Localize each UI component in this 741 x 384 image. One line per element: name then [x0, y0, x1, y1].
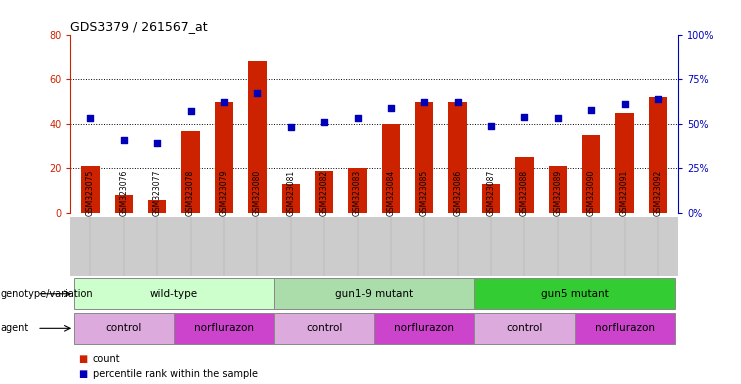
Text: genotype/variation: genotype/variation	[1, 289, 93, 299]
Bar	[282, 184, 300, 213]
Bar	[382, 124, 400, 213]
Text: percentile rank within the sample: percentile rank within the sample	[93, 369, 258, 379]
Point	[385, 105, 397, 111]
Point	[619, 101, 631, 107]
Point	[419, 99, 431, 106]
Bar	[574, 313, 674, 344]
Text: norflurazon: norflurazon	[394, 323, 454, 333]
Text: gun5 mutant: gun5 mutant	[541, 289, 608, 299]
Bar	[474, 278, 674, 310]
Text: GDS3379 / 261567_at: GDS3379 / 261567_at	[70, 20, 208, 33]
Point	[485, 122, 497, 129]
Text: ■: ■	[78, 369, 87, 379]
Bar	[374, 313, 474, 344]
Bar	[115, 195, 133, 213]
Bar	[274, 313, 374, 344]
Bar	[248, 61, 267, 213]
Bar	[482, 184, 500, 213]
Bar	[448, 101, 467, 213]
Text: control: control	[306, 323, 342, 333]
Text: agent: agent	[1, 323, 29, 333]
Bar	[415, 101, 433, 213]
Bar	[474, 313, 574, 344]
Point	[251, 90, 263, 96]
Point	[552, 116, 564, 122]
Bar	[274, 278, 474, 310]
Bar	[616, 113, 634, 213]
Text: count: count	[93, 354, 120, 364]
Bar	[348, 169, 367, 213]
Text: control: control	[106, 323, 142, 333]
Point	[351, 116, 363, 122]
Point	[118, 137, 130, 143]
Text: wild-type: wild-type	[150, 289, 198, 299]
Point	[519, 114, 531, 120]
Text: control: control	[506, 323, 542, 333]
Bar	[548, 166, 567, 213]
Bar	[182, 131, 200, 213]
Bar	[582, 135, 600, 213]
Bar	[74, 313, 174, 344]
Text: gun1-9 mutant: gun1-9 mutant	[335, 289, 413, 299]
Point	[585, 106, 597, 113]
Point	[84, 116, 96, 122]
Text: norflurazon: norflurazon	[194, 323, 254, 333]
Text: norflurazon: norflurazon	[594, 323, 654, 333]
Bar	[215, 101, 233, 213]
Bar	[515, 157, 534, 213]
Bar	[148, 200, 167, 213]
Text: ■: ■	[78, 354, 87, 364]
Bar	[82, 166, 99, 213]
Bar	[174, 313, 274, 344]
Point	[652, 96, 664, 102]
Point	[318, 119, 330, 125]
Point	[151, 141, 163, 147]
Point	[185, 108, 196, 114]
Point	[285, 124, 296, 131]
Bar	[315, 171, 333, 213]
Bar	[649, 97, 667, 213]
Point	[218, 99, 230, 106]
Bar	[74, 278, 274, 310]
Point	[452, 99, 464, 106]
